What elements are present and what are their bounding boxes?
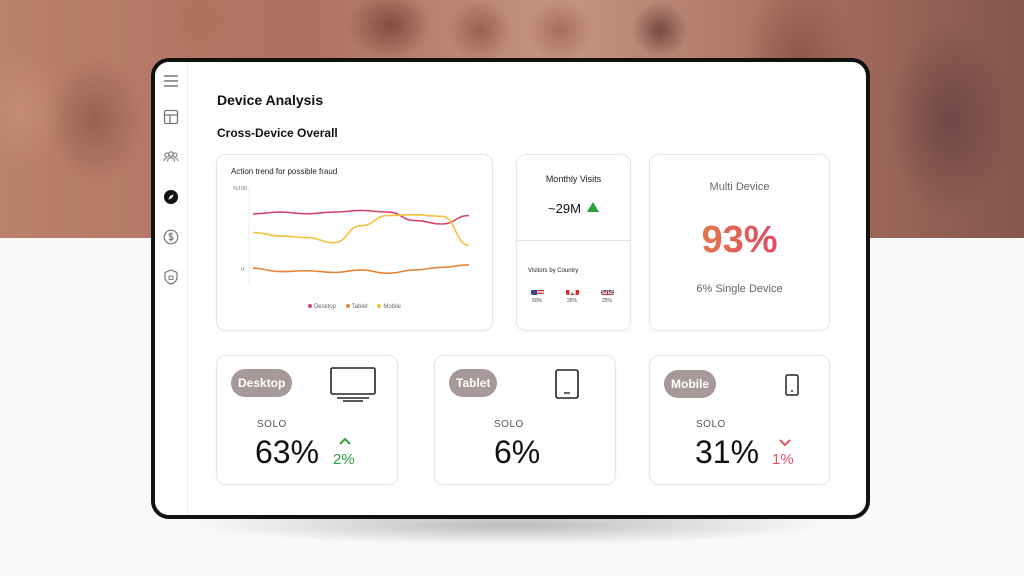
chevron-down-icon <box>779 439 791 447</box>
tablet-value: 6% <box>494 434 541 470</box>
layout-icon[interactable] <box>162 108 180 126</box>
multi-device-title: Multi Device <box>709 181 770 193</box>
multi-device-card: Multi Device 93% 6% Single Device <box>649 154 830 331</box>
uk-flag-icon <box>601 286 614 295</box>
compass-icon[interactable] <box>162 188 180 206</box>
country-title: Visitors by Country <box>528 268 579 274</box>
divider <box>517 240 630 241</box>
tablet-frame: Device Analysis Cross-Device Overall Act… <box>151 58 870 519</box>
tablet-card[interactable]: Tablet SOLO 6% <box>434 355 616 485</box>
desktop-change: 2% <box>333 451 355 468</box>
y-mid-label: 0 <box>241 267 244 273</box>
monitor-icon <box>330 367 376 402</box>
monthly-visits-card: Monthly Visits ~29M Visitors by Country … <box>516 154 631 331</box>
uk-pct: 25% <box>601 298 612 304</box>
mobile-pill: Mobile <box>664 370 716 398</box>
series-line-tablet <box>252 264 470 275</box>
series-line-mobile <box>252 213 470 247</box>
users-icon[interactable] <box>162 148 180 166</box>
section-title: Cross-Device Overall <box>217 126 338 140</box>
tablet-solo-label: SOLO <box>494 419 524 430</box>
mobile-card[interactable]: Mobile SOLO 31% 1% <box>649 355 830 485</box>
sidebar <box>155 62 188 515</box>
trend-up-icon <box>586 202 599 212</box>
y-top-label: %100 <box>233 186 247 192</box>
dollar-icon[interactable] <box>162 228 180 246</box>
legend-mobile: Mobile <box>377 304 401 310</box>
desktop-pill: Desktop <box>231 369 293 397</box>
desktop-card[interactable]: Desktop SOLO 63% 2% <box>216 355 398 485</box>
chart-title: Action trend for possible fraud <box>231 167 338 176</box>
mobile-value: 31% <box>695 434 760 470</box>
page-title: Device Analysis <box>217 92 324 108</box>
legend-tablet: Tablet <box>345 304 368 310</box>
mobile-change: 1% <box>772 451 794 468</box>
trend-chart-card: Action trend for possible fraud %100 0 D… <box>216 154 493 331</box>
visits-value: ~29M <box>517 201 630 216</box>
multi-device-value: 93% <box>650 219 829 262</box>
trend-chart: %100 0 <box>233 186 470 285</box>
ca-flag-icon <box>566 286 579 295</box>
chart-legend: Desktop Tablet Mobile <box>217 304 492 310</box>
shield-icon[interactable] <box>162 268 180 286</box>
chevron-up-icon <box>339 437 351 445</box>
us-pct: 50% <box>531 298 542 304</box>
tablet-pill: Tablet <box>449 369 498 397</box>
menu-icon[interactable] <box>162 72 180 90</box>
main-content: Device Analysis Cross-Device Overall Act… <box>187 62 866 515</box>
ca-pct: 25% <box>566 298 577 304</box>
mobile-solo-label: SOLO <box>696 419 726 430</box>
legend-desktop: Desktop <box>307 304 336 310</box>
single-device-text: 6% Single Device <box>696 283 783 295</box>
us-flag-icon <box>531 286 544 295</box>
series-line-desktop <box>252 209 470 225</box>
desktop-solo-label: SOLO <box>257 419 287 430</box>
tablet-icon <box>555 369 579 399</box>
desktop-value: 63% <box>255 434 320 470</box>
visits-title: Monthly Visits <box>545 174 602 184</box>
phone-icon <box>785 374 799 396</box>
